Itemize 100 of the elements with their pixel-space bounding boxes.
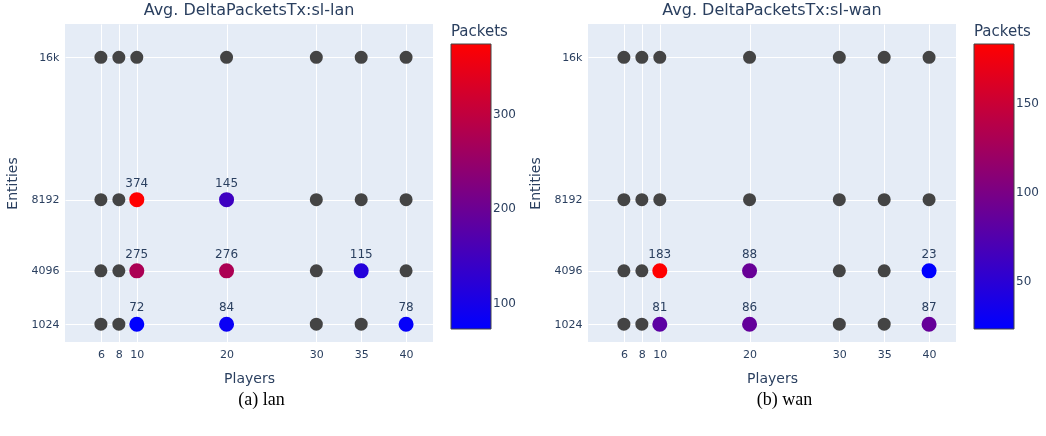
text: (b) wan — [755, 389, 814, 410]
y-tick-label: 4096 — [554, 264, 583, 278]
point — [922, 50, 936, 64]
x-tick-label: 40 — [399, 347, 414, 361]
point — [652, 316, 668, 332]
x-tick-label: 8 — [115, 347, 123, 361]
color-bar-label: 300 — [493, 106, 516, 121]
point — [94, 50, 108, 64]
point — [877, 50, 891, 64]
point — [877, 317, 891, 331]
color-bar-label: 100 — [1016, 184, 1039, 199]
point — [353, 263, 369, 279]
point — [129, 192, 145, 208]
x-tick-label: 10 — [653, 347, 668, 361]
y-tick-label: 16k — [39, 50, 61, 64]
x-tick-label: 6 — [620, 347, 628, 361]
x-tick-label: 8 — [638, 347, 646, 361]
text: (a) lan — [237, 389, 286, 410]
point — [653, 50, 667, 64]
point — [877, 193, 891, 207]
annotation: 87 — [921, 300, 937, 315]
point — [742, 263, 758, 279]
color-bar-label: 50 — [1016, 273, 1032, 288]
point — [399, 193, 413, 207]
annotation: 145 — [215, 175, 239, 190]
y-tick-label: 8192 — [31, 193, 60, 207]
y-tick-label: 1024 — [554, 317, 583, 331]
point — [112, 264, 126, 278]
annotation: 183 — [648, 246, 672, 261]
y-tick-label: 4096 — [31, 264, 60, 278]
x-tick-label: 35 — [354, 347, 369, 361]
point — [94, 317, 108, 331]
x-tick-label: 20 — [743, 347, 758, 361]
point — [130, 50, 144, 64]
point — [617, 317, 631, 331]
chart-title: Avg. DeltaPacketsTx:sl-wan — [662, 0, 882, 19]
annotation: 86 — [741, 300, 758, 315]
point — [129, 316, 145, 332]
point — [309, 317, 323, 331]
y-axis-title: Entities — [3, 157, 20, 210]
annotation: 88 — [741, 246, 758, 261]
point — [219, 263, 235, 279]
point — [398, 316, 414, 332]
point — [112, 50, 126, 64]
point — [219, 316, 235, 332]
y-tick-label: 16k — [562, 50, 584, 64]
point — [635, 264, 649, 278]
x-tick-label: 30 — [309, 347, 324, 361]
point — [309, 50, 323, 64]
color-bar-label: 150 — [1016, 95, 1039, 110]
y-axis-title: Entities — [526, 157, 543, 210]
point — [635, 317, 649, 331]
point — [832, 264, 846, 278]
annotation: 275 — [125, 246, 149, 261]
annotation: 72 — [129, 300, 145, 315]
point — [635, 193, 649, 207]
x-axis-title: Players — [747, 369, 798, 386]
point — [743, 50, 757, 64]
point — [309, 193, 323, 207]
point — [921, 263, 937, 279]
color-bar-title: Packets — [451, 22, 509, 40]
point — [652, 263, 668, 279]
color-bar-label: 200 — [493, 201, 516, 216]
point — [921, 316, 937, 332]
color-bar-label: 100 — [493, 295, 516, 310]
x-tick-label: 30 — [832, 347, 847, 361]
point — [94, 193, 108, 207]
point — [653, 193, 667, 207]
annotation: 81 — [652, 300, 668, 315]
x-axis-title: Players — [224, 369, 275, 386]
y-tick-label: 8192 — [554, 193, 583, 207]
point — [399, 50, 413, 64]
point — [354, 50, 368, 64]
point — [129, 263, 145, 279]
point — [94, 264, 108, 278]
x-tick-label: 40 — [922, 347, 937, 361]
chart-title: Avg. DeltaPacketsTx:sl-lan — [143, 0, 355, 19]
point — [617, 193, 631, 207]
point — [219, 192, 235, 208]
point — [617, 264, 631, 278]
point — [112, 317, 126, 331]
annotation: 276 — [215, 246, 239, 261]
point — [635, 50, 649, 64]
point — [832, 50, 846, 64]
y-tick-label: 1024 — [31, 317, 60, 331]
point — [922, 193, 936, 207]
x-tick-label: 10 — [130, 347, 145, 361]
point — [742, 316, 758, 332]
annotation: 115 — [349, 246, 373, 261]
point — [220, 50, 234, 64]
annotation: 78 — [398, 300, 414, 315]
point — [112, 193, 126, 207]
x-tick-label: 6 — [97, 347, 105, 361]
x-tick-label: 20 — [220, 347, 235, 361]
point — [617, 50, 631, 64]
annotation: 374 — [125, 175, 149, 190]
x-tick-label: 35 — [877, 347, 892, 361]
annotation: 23 — [921, 246, 937, 261]
point — [399, 264, 413, 278]
point — [354, 317, 368, 331]
